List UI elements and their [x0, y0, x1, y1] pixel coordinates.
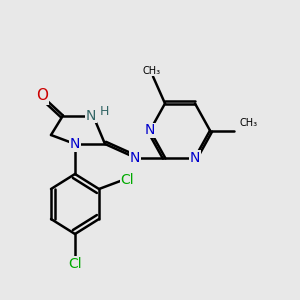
Text: Cl: Cl [121, 173, 134, 187]
Text: N: N [70, 137, 80, 151]
Text: CH₃: CH₃ [240, 118, 258, 128]
Text: Cl: Cl [68, 257, 82, 271]
Text: N: N [130, 151, 140, 164]
Text: O: O [36, 88, 48, 104]
Text: N: N [190, 151, 200, 164]
Text: CH₃: CH₃ [142, 65, 160, 76]
Text: N: N [86, 109, 96, 122]
Text: H: H [100, 105, 109, 119]
Text: N: N [145, 124, 155, 137]
